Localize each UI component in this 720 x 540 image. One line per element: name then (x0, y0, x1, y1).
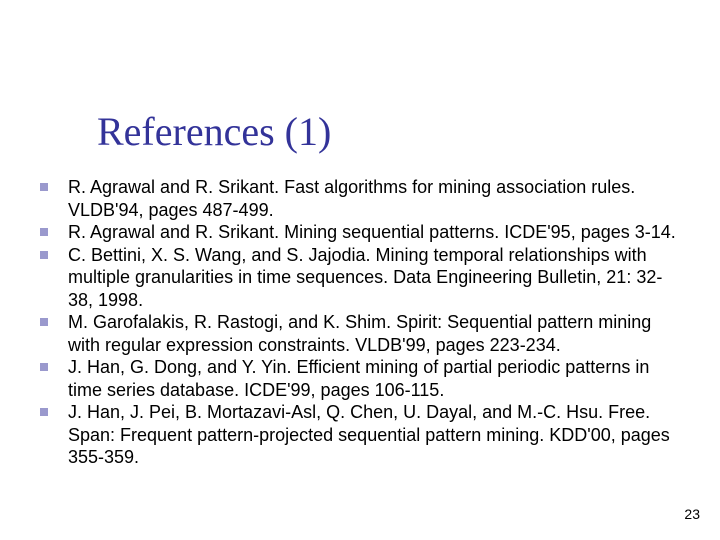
page-number: 23 (684, 506, 700, 522)
bullet-icon (40, 183, 48, 191)
bullet-icon (40, 228, 48, 236)
reference-item: J. Han, J. Pei, B. Mortazavi-Asl, Q. Che… (36, 401, 686, 469)
reference-item: J. Han, G. Dong, and Y. Yin. Efficient m… (36, 356, 686, 401)
reference-item: C. Bettini, X. S. Wang, and S. Jajodia. … (36, 244, 686, 312)
reference-item: R. Agrawal and R. Srikant. Mining sequen… (36, 221, 686, 244)
bullet-icon (40, 318, 48, 326)
references-list: R. Agrawal and R. Srikant. Fast algorith… (36, 176, 686, 469)
reference-text: C. Bettini, X. S. Wang, and S. Jajodia. … (68, 244, 686, 312)
reference-item: M. Garofalakis, R. Rastogi, and K. Shim.… (36, 311, 686, 356)
bullet-icon (40, 251, 48, 259)
bullet-icon (40, 363, 48, 371)
reference-text: M. Garofalakis, R. Rastogi, and K. Shim.… (68, 311, 686, 356)
bullet-icon (40, 408, 48, 416)
slide-title: References (1) (97, 108, 331, 155)
reference-text: J. Han, J. Pei, B. Mortazavi-Asl, Q. Che… (68, 401, 686, 469)
slide-container: References (1) R. Agrawal and R. Srikant… (0, 0, 720, 540)
reference-text: R. Agrawal and R. Srikant. Fast algorith… (68, 176, 686, 221)
reference-text: J. Han, G. Dong, and Y. Yin. Efficient m… (68, 356, 686, 401)
reference-text: R. Agrawal and R. Srikant. Mining sequen… (68, 221, 676, 244)
reference-item: R. Agrawal and R. Srikant. Fast algorith… (36, 176, 686, 221)
